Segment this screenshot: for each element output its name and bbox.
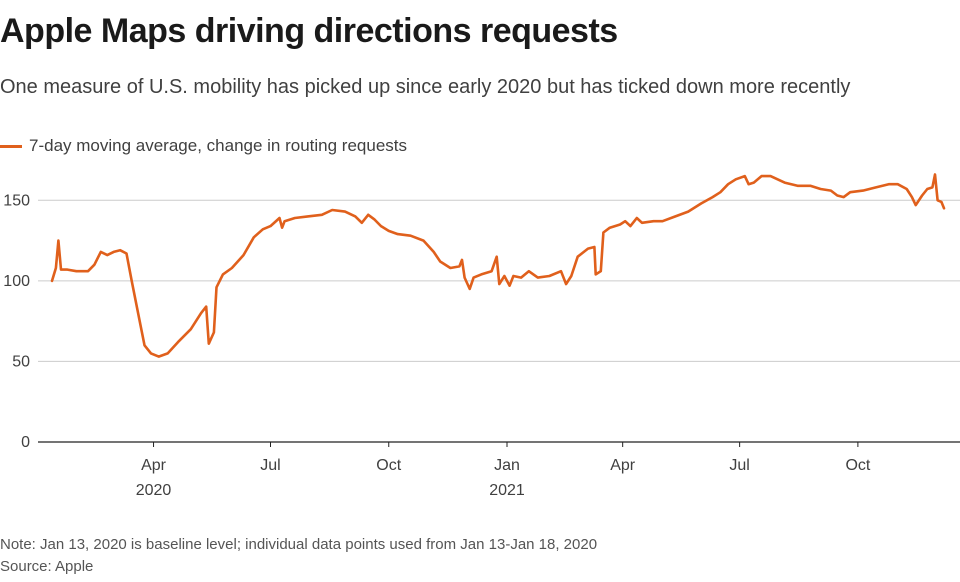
y-tick-label-150: 150 — [3, 192, 30, 209]
y-tick-label-0: 0 — [21, 434, 30, 451]
x-tick-year-label-0: 2020 — [136, 482, 172, 499]
footnote: Note: Jan 13, 2020 is baseline level; in… — [0, 536, 598, 553]
legend-label: 7-day moving average, change in routing … — [29, 136, 408, 155]
x-tick-label-6: Oct — [845, 457, 870, 474]
series-line-0 — [50, 173, 946, 358]
x-tick-label-2: Oct — [376, 457, 401, 474]
x-tick-label-0: Apr — [141, 457, 167, 474]
x-tick-label-5: Jul — [729, 457, 749, 474]
chart-subtitle: One measure of U.S. mobility has picked … — [0, 76, 851, 98]
x-tick-label-4: Apr — [610, 457, 636, 474]
x-tick-label-3: Jan — [494, 457, 520, 474]
line-chart: 0 50 100 150 Apr 2020 Jul Oct Jan 2021 Apr Jul Oct — [3, 173, 960, 499]
chart-title: Apple Maps driving directions requests — [0, 12, 618, 50]
y-tick-label-50: 50 — [12, 353, 30, 370]
y-tick-label-100: 100 — [3, 273, 30, 290]
x-tick-year-label-3: 2021 — [489, 482, 525, 499]
legend: 7-day moving average, change in routing … — [0, 136, 407, 156]
chart-footer: Note: Jan 13, 2020 is baseline level; in… — [0, 534, 597, 578]
legend-line-swatch — [0, 144, 22, 148]
x-tick-label-1: Jul — [260, 457, 280, 474]
source-note: Source: Apple — [0, 558, 94, 575]
